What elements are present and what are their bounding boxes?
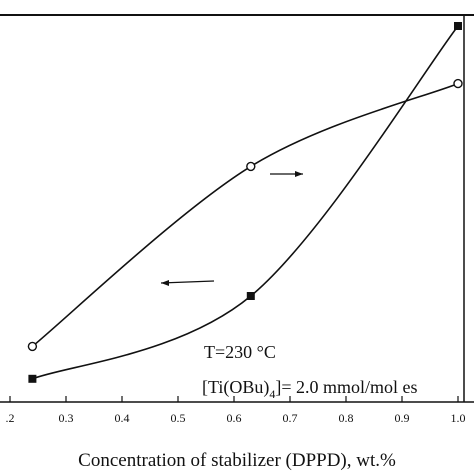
series-1-arrow — [270, 171, 303, 177]
series-1-point — [246, 161, 256, 172]
catalyst-annotation: [Ti(OBu)4]= 2.0 mmol/mol es — [202, 377, 418, 401]
x-axis-ticks: .2 0.3 0.4 0.5 0.6 0.7 0.8 0.9 1.0 — [6, 396, 466, 425]
series-2-point — [454, 22, 462, 30]
x-tick-label: 0.4 — [115, 411, 130, 425]
series-1-point — [27, 341, 38, 352]
series-2-point — [246, 292, 255, 300]
x-tick-label: 0.3 — [59, 411, 74, 425]
x-tick-label: .2 — [6, 411, 15, 425]
fitted-curves — [31, 25, 459, 380]
series-2-curve — [32, 25, 459, 380]
catalyst-suffix: ]= 2.0 mmol/mol es — [275, 377, 417, 397]
series-1-point — [453, 78, 463, 89]
series-1-arrow-head — [295, 171, 303, 177]
x-axis-title: Concentration of stabilizer (DPPD), wt.% — [78, 450, 396, 471]
series-1-curve — [31, 82, 459, 348]
direction-arrows — [160, 171, 303, 286]
plot-frame — [0, 14, 474, 403]
x-tick-label: 0.6 — [227, 411, 242, 425]
series-2-arrow-head — [161, 280, 169, 286]
data-markers — [27, 22, 463, 383]
series-2-arrow — [160, 280, 215, 286]
series-2-point — [28, 374, 37, 383]
x-tick-label: 0.8 — [339, 411, 354, 425]
catalyst-subscript: 4 — [269, 387, 275, 401]
x-tick-label: 0.7 — [283, 411, 298, 425]
temperature-annotation: T=230 °C — [204, 342, 276, 362]
x-tick-label: 1.0 — [451, 411, 466, 425]
series-2-arrow-shaft — [160, 280, 215, 284]
catalyst-prefix: [Ti(OBu) — [202, 377, 269, 398]
x-tick-label: 0.9 — [395, 411, 410, 425]
x-tick-label: 0.5 — [171, 411, 186, 425]
